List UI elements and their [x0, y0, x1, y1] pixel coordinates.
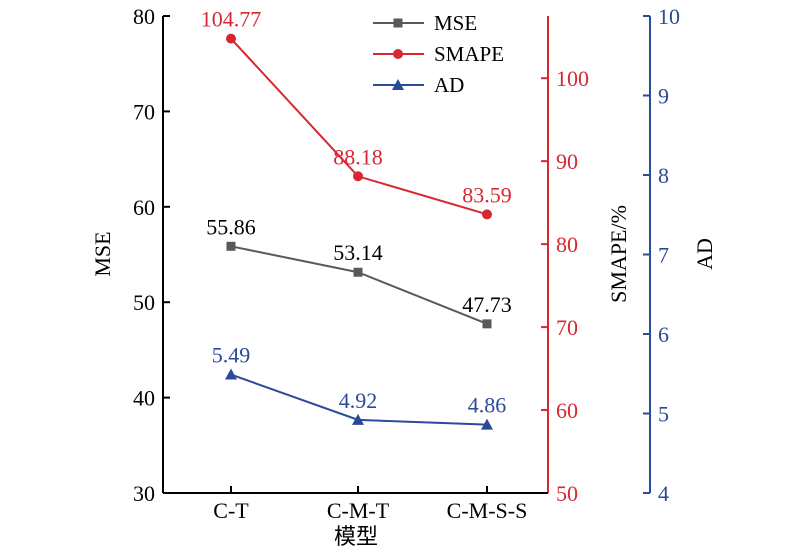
- data-point-ad: [481, 418, 493, 430]
- tick-label-left: 60: [133, 195, 155, 220]
- legend-marker-ad: [392, 79, 404, 90]
- data-label-mse: 53.14: [333, 240, 383, 265]
- data-label-ad: 4.86: [468, 393, 507, 418]
- data-point-mse: [482, 319, 492, 329]
- axis-right1: 50 60 70 80 90 100: [541, 16, 589, 506]
- legend-label-ad: AD: [434, 73, 464, 97]
- data-label-mse: 55.86: [206, 214, 256, 239]
- axes-layer: 30 40 50 60 70 80 50 60 70 80 90 100 4 5 6 7 8 9 10 C-T C-M-…: [90, 4, 717, 549]
- legend-item-mse: MSE: [373, 11, 477, 35]
- data-label-mse: 47.73: [462, 292, 512, 317]
- data-point-smape: [226, 33, 236, 44]
- tick-label-x: C-M-S-S: [447, 498, 528, 523]
- y-axis-title-ad: AD: [692, 238, 717, 270]
- axis-left: 30 40 50 60 70 80: [133, 4, 170, 506]
- tick-label-right2: 7: [658, 243, 669, 268]
- data-point-mse: [353, 267, 363, 277]
- tick-label-right1: 80: [556, 232, 578, 257]
- series-layer: 55.86 53.14 47.73 104.77 88.18 83.59 5.49 4.92 4…: [201, 7, 512, 430]
- legend-item-smape: SMAPE: [373, 42, 504, 66]
- tick-label-right2: 10: [658, 4, 680, 29]
- legend-label-mse: MSE: [434, 11, 477, 35]
- tick-label-left: 30: [133, 481, 155, 506]
- legend-item-ad: AD: [373, 73, 464, 97]
- series-mse: 55.86 53.14 47.73: [206, 214, 512, 329]
- tick-label-x: C-T: [213, 498, 249, 523]
- tick-label-right2: 9: [658, 84, 669, 109]
- series-smape: 104.77 88.18 83.59: [201, 7, 512, 220]
- data-point-smape: [482, 209, 492, 220]
- axis-x: C-T C-M-T C-M-S-S: [163, 486, 548, 523]
- tick-label-right2: 4: [658, 481, 669, 506]
- tick-label-left: 40: [133, 386, 155, 411]
- tick-label-right1: 60: [556, 398, 578, 423]
- tick-label-right1: 50: [556, 481, 578, 506]
- axis-right2: 4 5 6 7 8 9 10: [643, 4, 680, 506]
- legend-marker-mse: [393, 18, 403, 28]
- tick-label-x: C-M-T: [327, 498, 390, 523]
- chart-legend: MSE SMAPE AD: [373, 11, 504, 97]
- y-axis-title-mse: MSE: [90, 231, 115, 276]
- tick-label-right1: 100: [556, 66, 589, 91]
- data-label-ad: 5.49: [212, 343, 251, 368]
- x-axis-title: 模型: [334, 524, 378, 549]
- data-label-smape: 83.59: [462, 182, 512, 207]
- data-label-ad: 4.92: [339, 388, 378, 413]
- tick-label-right1: 70: [556, 315, 578, 340]
- tick-label-right1: 90: [556, 149, 578, 174]
- data-point-mse: [226, 241, 236, 251]
- data-point-ad: [225, 368, 237, 380]
- data-label-smape: 104.77: [201, 7, 262, 32]
- y-axis-title-smape: SMAPE/%: [606, 205, 631, 303]
- data-point-ad: [352, 413, 364, 425]
- data-point-smape: [353, 171, 363, 182]
- tick-label-left: 70: [133, 99, 155, 124]
- tick-label-left: 50: [133, 290, 155, 315]
- legend-label-smape: SMAPE: [434, 42, 504, 66]
- tick-label-right2: 5: [658, 402, 669, 427]
- series-ad: 5.49 4.92 4.86: [212, 343, 507, 430]
- tick-label-right2: 8: [658, 163, 669, 188]
- legend-marker-smape: [393, 49, 403, 59]
- tick-label-right2: 6: [658, 322, 669, 347]
- tick-label-left: 80: [133, 4, 155, 29]
- data-label-smape: 88.18: [333, 144, 383, 169]
